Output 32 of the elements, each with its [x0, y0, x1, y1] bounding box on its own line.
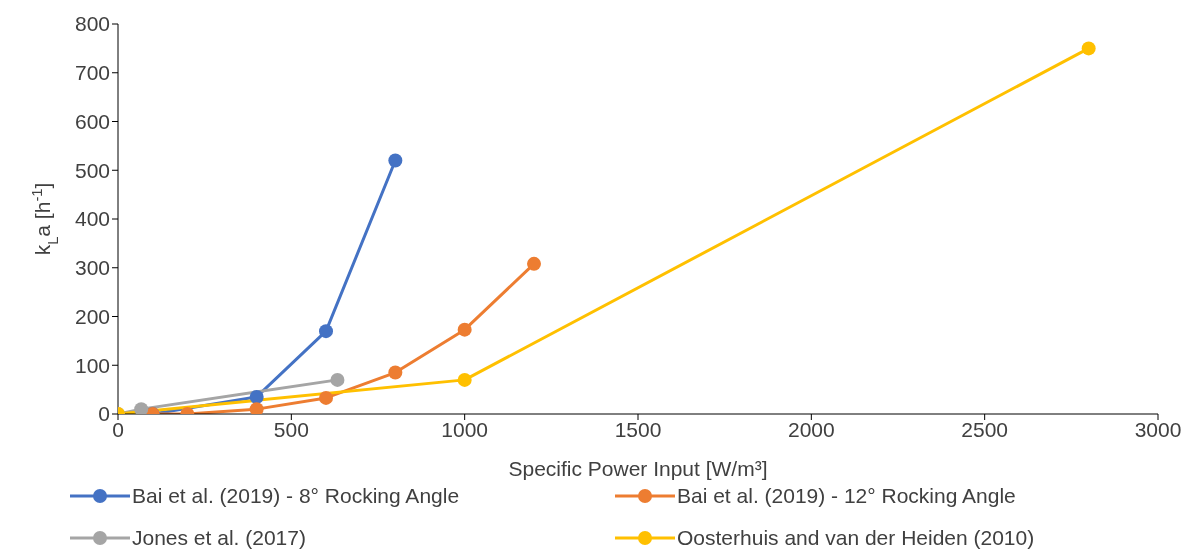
- x-tick-label: 3000: [1134, 417, 1182, 441]
- point: [319, 324, 333, 339]
- x-tick-label: 1500: [614, 417, 662, 441]
- y-tick-label: 800: [74, 12, 110, 36]
- point: [457, 322, 472, 337]
- y-tick-label: 700: [74, 61, 110, 85]
- y-tick-label: 0: [98, 402, 110, 426]
- point: [1081, 41, 1096, 56]
- x-tick-label: 2500: [961, 417, 1009, 441]
- y-tick-label: 300: [74, 256, 110, 280]
- legend-label: Oosterhuis and van der Heiden (2010): [677, 526, 1035, 550]
- y-tick-label: 200: [74, 304, 110, 328]
- x-axis-title: Specific Power Input [W/m³]: [508, 457, 768, 480]
- point: [388, 153, 403, 168]
- x-tick-label: 500: [273, 417, 309, 441]
- point: [249, 402, 264, 414]
- point: [330, 372, 345, 387]
- point: [319, 390, 333, 405]
- y-tick-label: 500: [74, 158, 110, 182]
- point: [249, 389, 264, 404]
- y-tick-label: 100: [74, 353, 110, 377]
- x-tick-label: 2000: [787, 417, 835, 441]
- legend-label: Bai et al. (2019) - 12° Rocking Angle: [677, 484, 1016, 508]
- legend-label: Jones et al. (2017): [132, 526, 306, 550]
- point: [134, 402, 149, 414]
- point: [457, 372, 472, 387]
- legend-label: Bai et al. (2019) - 8° Rocking Angle: [132, 484, 460, 508]
- x-tick-label: 1000: [441, 417, 489, 441]
- y-tick-label: 400: [74, 207, 110, 231]
- point: [527, 256, 541, 271]
- point: [388, 365, 403, 380]
- y-tick-label: 600: [74, 109, 110, 133]
